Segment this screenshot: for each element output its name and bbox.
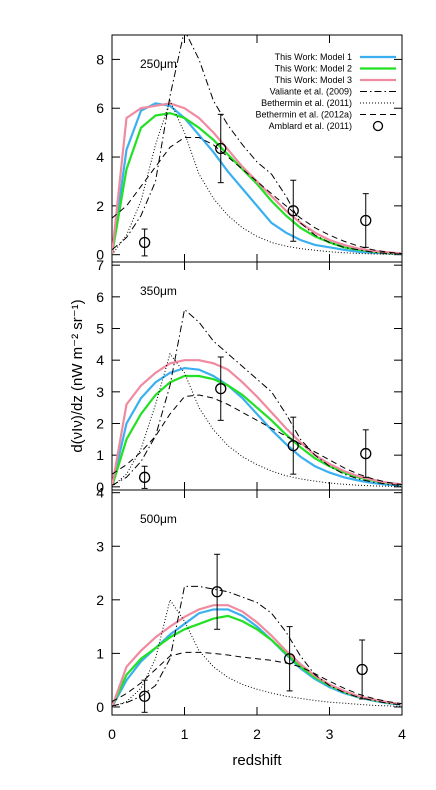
data-point bbox=[138, 690, 151, 702]
data-point bbox=[283, 653, 296, 665]
x-axis-label: redshift bbox=[232, 752, 282, 769]
y-axis-label: d(νIν)/dz (nW m⁻² sr⁻¹) bbox=[69, 299, 86, 452]
y-tick-label: 7 bbox=[96, 257, 104, 273]
y-tick-label: 8 bbox=[96, 51, 104, 67]
y-tick-label: 4 bbox=[96, 352, 104, 368]
y-tick-label: 0 bbox=[96, 479, 104, 495]
series-line bbox=[112, 359, 402, 488]
legend-label: This Work: Model 1 bbox=[275, 52, 352, 62]
panel-label: 250μm bbox=[140, 57, 177, 71]
series-line bbox=[112, 394, 402, 486]
series-line bbox=[112, 585, 402, 707]
data-point bbox=[215, 383, 227, 395]
legend-label: Amblard et al. (2011) bbox=[269, 121, 352, 131]
data-point bbox=[360, 214, 372, 227]
x-tick-label: 3 bbox=[326, 726, 334, 742]
series-line bbox=[112, 102, 402, 256]
series-line bbox=[112, 366, 402, 488]
y-tick-label: 3 bbox=[96, 384, 104, 400]
x-tick-label: 2 bbox=[253, 726, 261, 742]
series-line bbox=[112, 99, 402, 255]
y-tick-label: 6 bbox=[96, 100, 104, 116]
panel-label: 500μm bbox=[140, 512, 177, 526]
series-line bbox=[112, 651, 402, 705]
data-point bbox=[287, 205, 299, 217]
data-point bbox=[138, 471, 151, 483]
y-tick-label: 2 bbox=[96, 416, 104, 432]
data-point bbox=[287, 440, 299, 452]
legend-label: This Work: Model 2 bbox=[275, 64, 352, 74]
series-line bbox=[112, 374, 402, 488]
series-line bbox=[112, 604, 402, 708]
y-tick-label: 1 bbox=[96, 645, 104, 661]
series-line bbox=[112, 111, 402, 255]
y-tick-label: 5 bbox=[96, 321, 104, 337]
series-line bbox=[112, 137, 402, 254]
x-tick-label: 1 bbox=[181, 726, 189, 742]
panel-label: 350μm bbox=[140, 284, 177, 298]
data-point bbox=[360, 447, 372, 460]
y-tick-label: 4 bbox=[96, 485, 104, 501]
y-tick-label: 2 bbox=[96, 198, 104, 214]
y-tick-label: 3 bbox=[96, 538, 104, 554]
x-tick-label: 0 bbox=[108, 726, 116, 742]
series-line bbox=[112, 598, 402, 708]
legend-label: Bethermin et al. (2012a) bbox=[255, 110, 352, 120]
legend-symbol bbox=[372, 120, 384, 132]
series-line bbox=[112, 35, 402, 255]
series-line bbox=[112, 614, 402, 708]
y-tick-label: 0 bbox=[96, 247, 104, 263]
y-tick-label: 0 bbox=[96, 699, 104, 715]
data-point bbox=[215, 142, 227, 155]
legend-label: Bethermin et al. (2011) bbox=[261, 98, 352, 108]
legend-label: This Work: Model 3 bbox=[275, 75, 352, 85]
y-tick-label: 6 bbox=[96, 289, 104, 305]
y-tick-label: 2 bbox=[96, 592, 104, 608]
series-line bbox=[112, 102, 402, 255]
y-tick-label: 1 bbox=[96, 447, 104, 463]
y-tick-label: 4 bbox=[96, 149, 104, 165]
series-line bbox=[112, 308, 402, 487]
data-point bbox=[356, 663, 368, 676]
x-tick-label: 4 bbox=[398, 726, 406, 742]
legend-label: Valiante et al. (2009) bbox=[270, 87, 352, 97]
data-point bbox=[138, 236, 151, 249]
series-group bbox=[112, 35, 402, 257]
series-group bbox=[112, 308, 402, 489]
data-point bbox=[211, 586, 223, 598]
series-group bbox=[112, 553, 402, 713]
series-line bbox=[112, 608, 402, 708]
